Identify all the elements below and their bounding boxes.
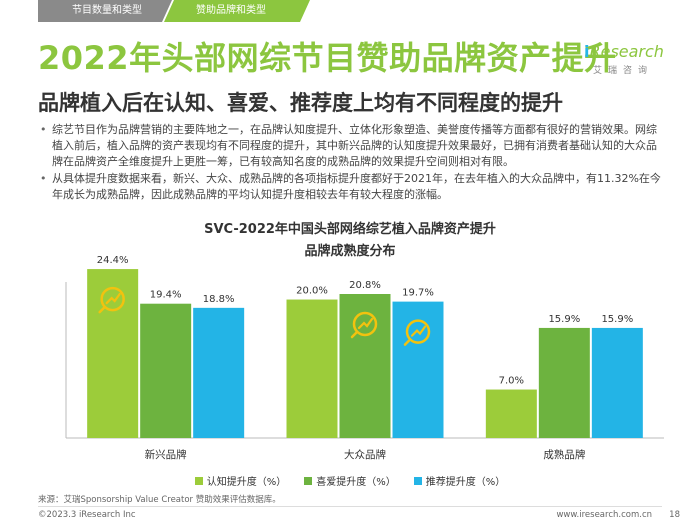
page-number: 18 — [669, 510, 680, 520]
iresearch-logo: iResearch 艾瑞咨询 — [584, 42, 664, 76]
bar-1-1 — [339, 294, 391, 438]
legend-label-favorability: 喜爱提升度（%） — [316, 477, 396, 488]
growth-icon-handle-0-0 — [98, 305, 106, 314]
bar-2-0 — [485, 389, 537, 438]
data-source: 来源：艾瑞Sponsorship Value Creator 赞助效果评估数据库… — [38, 495, 281, 505]
footer-url[interactable]: www.iresearch.com.cn — [556, 510, 652, 520]
logo-chinese-name: 艾瑞咨询 — [592, 66, 653, 76]
legend-item-awareness: 认知提升度（%） — [194, 473, 287, 488]
bar-0-1 — [140, 303, 192, 438]
growth-icon-ring-1-1 — [352, 311, 378, 337]
legend-label-awareness: 认知提升度（%） — [206, 477, 287, 488]
category-label-2: 成熟品牌 — [543, 448, 585, 461]
bar-value-label-0-0: 24.4% — [97, 255, 129, 266]
bar-2-2 — [591, 327, 643, 438]
bar-1-2 — [392, 301, 444, 438]
growth-icon-arrow-1-2 — [410, 325, 427, 337]
tab-sponsor-brand[interactable]: 赞助品牌和类型 — [164, 0, 310, 22]
bar-1-0 — [286, 299, 338, 438]
chart-title: SVC-2022年中国头部网络综艺植入品牌资产提升 — [204, 222, 496, 237]
legend-swatch-recommendation — [413, 476, 422, 485]
tab-program-count[interactable]: 节目数量和类型 — [38, 0, 172, 22]
bar-value-label-0-1: 19.4% — [150, 290, 182, 301]
growth-icon-ring-1-2 — [405, 319, 431, 344]
bar-value-label-1-0: 20.0% — [296, 286, 328, 297]
page-subtitle: 品牌植入后在认知、喜爱、推荐度上均有不同程度的提升 — [38, 91, 563, 115]
legend-swatch-awareness — [194, 476, 203, 485]
bar-2-1 — [538, 327, 590, 438]
legend-item-recommendation: 推荐提升度（%） — [413, 473, 506, 488]
legend-swatch-favorability — [304, 476, 313, 485]
growth-icon-handle-1-1 — [350, 330, 359, 339]
bar-value-label-2-0: 7.0% — [499, 376, 524, 387]
bar-value-label-2-2: 15.9% — [601, 314, 633, 325]
footer-copyright: ©2023.3 iResearch Inc — [38, 510, 136, 520]
legend-label-recommendation: 推荐提升度（%） — [425, 477, 506, 488]
summary-bullets: 综艺节目作为品牌营销的主要阵地之一，在品牌认知度提升、立体化形象塑造、美誉度传播… — [38, 122, 664, 204]
bar-0-2 — [193, 307, 245, 438]
summary-bullet-1: 综艺节目作为品牌营销的主要阵地之一，在品牌认知度提升、立体化形象塑造、美誉度传播… — [38, 122, 664, 170]
bar-value-label-1-2: 19.7% — [402, 288, 434, 299]
legend-item-favorability: 喜爱提升度（%） — [304, 473, 396, 488]
growth-icon-ring-0-0 — [100, 286, 125, 312]
chart-legend: 认知提升度（%） 喜爱提升度（%） 推荐提升度（%） — [0, 473, 700, 488]
chart-subtitle: 品牌成熟度分布 — [304, 244, 396, 259]
bar-value-label-0-2: 18.8% — [203, 294, 235, 305]
category-label-1: 大众品牌 — [344, 448, 386, 461]
footer-divider — [38, 506, 662, 507]
page-title: 2022年头部网综节目赞助品牌资产提升 — [38, 39, 617, 77]
bar-value-label-1-1: 20.8% — [349, 280, 381, 291]
logo-brand: Research — [589, 42, 664, 61]
category-label-0: 新兴品牌 — [145, 448, 187, 461]
bar-0-0 — [87, 269, 139, 438]
growth-icon-handle-1-2 — [403, 338, 412, 346]
growth-icon-arrow-0-0 — [105, 292, 121, 305]
bar-value-label-2-1: 15.9% — [548, 314, 580, 325]
summary-bullet-2: 从具体提升度数据来看，新兴、大众、成熟品牌的各项指标提升度都好于2021年，在去… — [38, 171, 664, 203]
growth-icon-arrow-1-1 — [357, 317, 374, 330]
logo-i-mark: i — [584, 42, 590, 61]
section-tabs: 节目数量和类型 赞助品牌和类型 — [38, 0, 310, 22]
